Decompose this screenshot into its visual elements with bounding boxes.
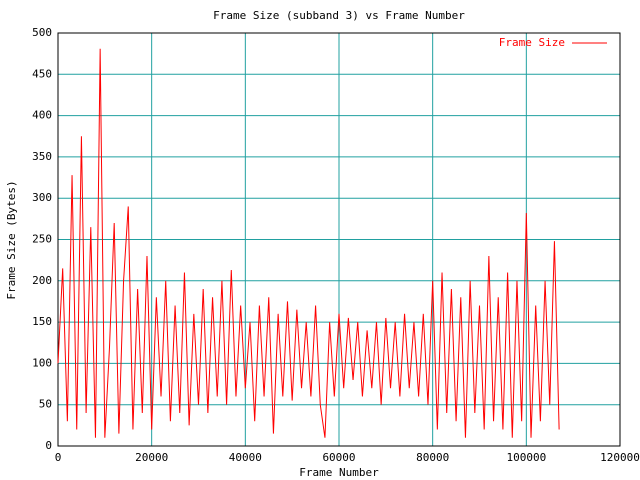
- x-tick-label: 100000: [506, 451, 546, 464]
- y-tick-label: 50: [39, 398, 52, 411]
- y-tick-label: 400: [32, 109, 52, 122]
- y-axis-label: Frame Size (Bytes): [5, 180, 18, 299]
- y-tick-label: 150: [32, 315, 52, 328]
- x-axis-label: Frame Number: [299, 466, 379, 479]
- x-tick-label: 0: [55, 451, 62, 464]
- x-tick-label: 120000: [600, 451, 640, 464]
- x-tick-label: 80000: [416, 451, 449, 464]
- y-tick-label: 500: [32, 26, 52, 39]
- y-tick-label: 200: [32, 274, 52, 287]
- legend-label: Frame Size: [499, 36, 565, 49]
- plot-frame: [57, 32, 621, 447]
- y-tick-label: 0: [45, 439, 52, 452]
- chart-title: Frame Size (subband 3) vs Frame Number: [213, 9, 465, 22]
- x-tick-label: 40000: [229, 451, 262, 464]
- data-line: [57, 48, 560, 438]
- x-tick-label: 60000: [322, 451, 355, 464]
- x-tick-label: 20000: [135, 451, 168, 464]
- y-tick-label: 450: [32, 67, 52, 80]
- y-tick-label: 250: [32, 233, 52, 246]
- y-tick-label: 350: [32, 150, 52, 163]
- y-tick-label: 100: [32, 356, 52, 369]
- y-tick-label: 300: [32, 191, 52, 204]
